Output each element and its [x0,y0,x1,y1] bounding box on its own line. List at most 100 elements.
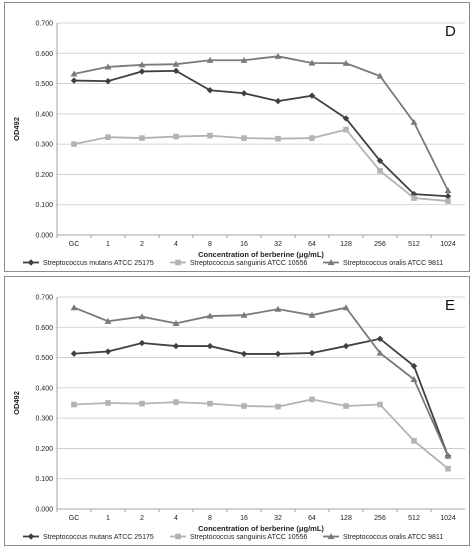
x-tick-label-e: 128 [340,515,352,522]
data-point-0-e [376,335,384,342]
series-0-e [70,335,452,460]
panel-label-d: D [445,23,456,40]
data-point-2-e [240,311,248,318]
data-point-0-d [444,193,452,200]
x-tick-label-d: 256 [374,241,386,248]
line-chart-e: 0.000 0.100 0.200 0.300 0.400 0.500 0.600 0.700… [12,295,465,541]
data-point-1-e [343,403,349,409]
y-tick-label-e: 0.500 [35,355,53,362]
data-point-1-e [377,401,383,408]
data-point-2-d [274,52,282,59]
data-point-1-d [411,195,417,201]
y-tick-label-e: 0.200 [35,446,53,453]
data-point-0-e [104,348,112,355]
x-tick-label-e: 1024 [440,515,456,522]
data-point-2-e [206,312,214,319]
y-tick-label-d: 0.400 [35,111,53,118]
data-point-1-d [275,135,281,142]
data-point-0-d [240,90,248,97]
data-point-0-e [206,342,214,350]
legend-marker-2-d [327,259,335,266]
data-point-0-e [70,350,78,357]
x-tick-label-e: 4 [174,515,178,522]
chart-panel-e: 0.000 0.100 0.200 0.300 0.400 0.500 0.600 0.700… [4,276,470,546]
chart-panel-d: 0.000 0.100 0.200 0.300 0.400 0.500 0.600 0.700… [4,2,470,272]
y-tick-label-d: 0.700 [35,21,53,28]
legend-item-0-d: Streptococcus mutans ATCC 25175 [23,259,154,267]
data-point-1-d [445,198,451,204]
x-tick-label-d: 32 [274,241,282,248]
data-point-2-e [172,319,180,326]
legend-label-2-e: Streptococcus oralis ATCC 9811 [343,534,443,541]
legend-item-2-d: Streptococcus oralis ATCC 9811 [323,259,443,267]
y-axis-title-d: OD492 [12,117,21,141]
x-tick-label-e: 256 [374,515,386,522]
data-point-2-e [308,311,316,318]
x-tick-label-e: 16 [240,515,248,522]
data-point-1-d [377,167,383,174]
series-line-0-d [73,69,449,198]
legend-marker-1-d [175,259,181,266]
series-line-1-d [73,128,449,202]
legend-marker-2-e [327,533,335,540]
data-point-1-d [139,135,145,141]
data-point-0-e [410,362,418,370]
data-point-2-e [104,317,112,324]
data-point-2-d [138,61,146,68]
legend-label-0-e: Streptococcus mutans ATCC 25175 [43,534,154,541]
y-tick-label-d: 0.600 [35,51,53,58]
data-point-0-d [138,68,146,75]
data-point-0-d [308,92,316,99]
y-tick-label-d: 0.300 [35,142,53,149]
data-point-0-d [410,190,418,198]
x-tick-label-e: 64 [308,515,316,522]
series-line-0-e [73,337,449,457]
x-tick-label-e: 1 [106,515,110,522]
data-point-0-e [342,342,350,350]
x-tick-label-d: 512 [408,241,420,248]
panel-label-e: E [445,297,455,314]
data-point-1-d [173,133,179,140]
data-point-2-e [274,305,282,312]
data-point-1-e [309,396,315,403]
data-point-0-d [104,77,112,85]
data-point-1-d [309,135,315,141]
x-tick-label-d: 1024 [440,241,456,248]
data-point-0-e [240,350,248,358]
data-point-1-d [71,141,77,147]
data-point-1-e [139,400,145,407]
legend-marker-0-e [27,533,35,540]
legend-label-0-d: Streptococcus mutans ATCC 25175 [43,260,154,267]
legend-label-2-d: Streptococcus oralis ATCC 9811 [343,260,443,267]
data-point-2-e [376,349,384,356]
data-point-0-e [308,349,316,357]
series-0-d [70,67,452,200]
series-1-d [71,126,451,204]
legend-label-1-e: Streptococcus sanguinis ATCC 10556 [190,534,307,541]
data-point-2-d [70,70,78,77]
legend-item-1-e: Streptococcus sanguinis ATCC 10556 [170,533,307,541]
data-point-0-e [172,342,180,350]
data-point-2-d [240,56,248,63]
data-point-0-d [206,87,214,94]
data-point-2-d [410,118,418,125]
data-point-2-d [376,72,384,79]
data-point-2-d [308,59,316,66]
data-point-0-e [274,350,282,358]
data-point-0-d [172,67,180,75]
x-tick-label-d: 1 [106,241,110,248]
x-tick-label-d: 2 [140,241,144,248]
legend-item-2-e: Streptococcus oralis ATCC 9811 [323,533,443,541]
series-line-1-e [73,398,449,470]
data-point-2-e [444,452,452,459]
data-point-1-d [241,135,247,141]
data-point-1-e [173,399,179,405]
legend-marker-1-e [175,533,181,540]
y-tick-label-e: 0.700 [35,295,53,302]
data-point-2-e [138,313,146,320]
y-tick-label-e: 0.100 [35,476,53,483]
x-tick-label-d: 8 [208,241,212,248]
data-point-0-e [138,339,146,347]
series-line-2-e [73,306,449,457]
x-tick-label-d: 16 [240,241,248,248]
